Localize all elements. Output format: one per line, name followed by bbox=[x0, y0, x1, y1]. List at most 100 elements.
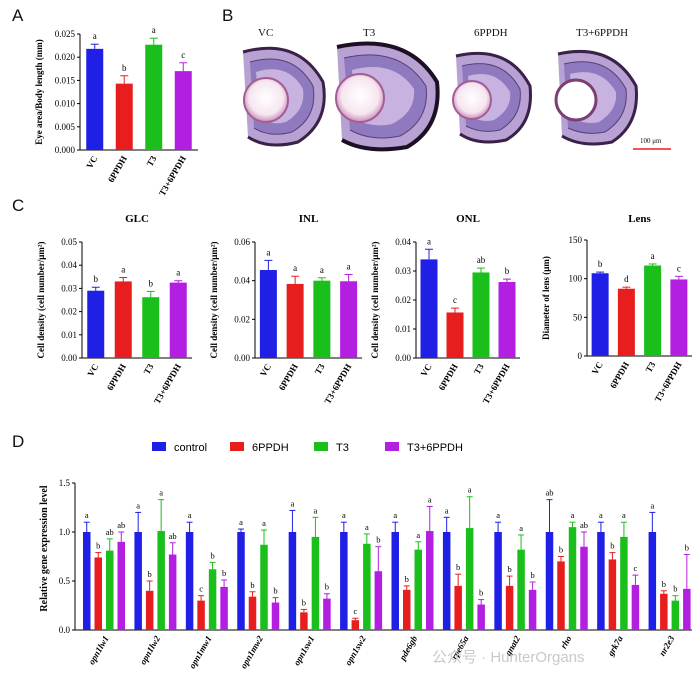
significance-letter: ab bbox=[580, 520, 588, 530]
y-tick-label: 0 bbox=[578, 351, 583, 361]
chart-title: GLC bbox=[125, 213, 149, 225]
bar bbox=[568, 527, 577, 630]
bar bbox=[363, 543, 371, 630]
y-tick-label: 0.03 bbox=[395, 266, 411, 276]
y-axis-label: Cell density (cell number/μm²) bbox=[209, 241, 219, 358]
significance-letter: b bbox=[325, 582, 329, 592]
bar bbox=[597, 532, 605, 630]
bar bbox=[442, 532, 451, 630]
significance-letter: ab bbox=[477, 255, 486, 265]
x-tick-label: T3 bbox=[313, 362, 327, 377]
bar bbox=[300, 612, 308, 630]
bar bbox=[174, 71, 192, 150]
x-tick-label: T3+6PPDH bbox=[481, 362, 512, 406]
chart-lens: 0 50 100 150 Diameter of lens (μm) Lens b VC d 6P… bbox=[541, 213, 692, 404]
x-tick-label: VC bbox=[590, 360, 605, 376]
x-tick-label: T3+6PPDH bbox=[157, 154, 188, 198]
bar bbox=[94, 557, 102, 630]
x-tick-label: opn1sw2 bbox=[343, 634, 368, 668]
legend-swatch bbox=[152, 442, 166, 451]
x-tick-label: opn1lw2 bbox=[138, 634, 163, 667]
x-tick-label: VC bbox=[84, 154, 99, 170]
bar bbox=[648, 532, 657, 630]
significance-letter: a bbox=[428, 495, 432, 505]
significance-letter: a bbox=[320, 265, 324, 275]
x-tick-label: 6PPDH bbox=[277, 362, 300, 392]
chart-title: Lens bbox=[628, 213, 651, 225]
significance-letter: b bbox=[598, 259, 603, 269]
bar bbox=[169, 282, 187, 358]
significance-letter: d bbox=[624, 274, 629, 284]
significance-letter: a bbox=[468, 485, 472, 495]
significance-letter: ab bbox=[545, 488, 553, 498]
bar bbox=[340, 281, 358, 358]
bar bbox=[472, 272, 490, 358]
bar bbox=[517, 549, 525, 630]
bar bbox=[403, 589, 411, 630]
y-tick-label: 0.04 bbox=[395, 237, 411, 247]
significance-letter: b bbox=[94, 274, 99, 284]
bar bbox=[498, 282, 516, 358]
x-tick-label: grk7a bbox=[605, 634, 625, 659]
significance-letter: b bbox=[210, 550, 214, 560]
panel-letter-a: A bbox=[12, 6, 24, 25]
y-tick-label: 0.04 bbox=[234, 276, 250, 286]
significance-letter: b bbox=[302, 597, 306, 607]
significance-letter: b bbox=[479, 588, 483, 598]
x-tick-label: T3+6PPDH bbox=[653, 360, 684, 404]
chart-d: 0.0 0.5 1.0 1.5 Relative gene expression lev… bbox=[39, 442, 692, 670]
bar bbox=[465, 528, 474, 630]
x-tick-label: T3 bbox=[142, 362, 156, 377]
legend-swatch bbox=[230, 442, 244, 451]
significance-letter: a bbox=[496, 510, 500, 520]
bar bbox=[494, 532, 502, 630]
bar bbox=[142, 297, 160, 358]
bar bbox=[617, 288, 635, 356]
micrograph-label-t3: T3 bbox=[363, 27, 376, 39]
bar bbox=[157, 531, 165, 630]
chart-a: 0.000 0.005 0.010 0.015 0.020 0.025 Eye area/B… bbox=[34, 25, 198, 198]
significance-letter: a bbox=[159, 488, 163, 498]
significance-letter: a bbox=[136, 500, 140, 510]
bar bbox=[271, 602, 280, 630]
y-tick-label: 100 bbox=[569, 274, 583, 284]
bar bbox=[660, 593, 668, 630]
y-tick-label: 0.03 bbox=[61, 283, 77, 293]
bar bbox=[259, 270, 277, 358]
x-tick-label: opn1sw1 bbox=[291, 634, 316, 667]
significance-letter: a bbox=[427, 236, 431, 246]
significance-letter: c bbox=[453, 295, 457, 305]
significance-letter: c bbox=[181, 50, 185, 60]
y-axis-label: Eye area/Body length (mm) bbox=[34, 39, 44, 145]
chart-inl: 0.00 0.02 0.04 0.06 Cell density (cell numbe… bbox=[209, 213, 362, 406]
legend-label: T3 bbox=[336, 442, 349, 454]
significance-letter: b bbox=[559, 545, 563, 555]
bar bbox=[115, 83, 133, 150]
y-tick-label: 1.0 bbox=[59, 527, 71, 537]
bar bbox=[197, 600, 205, 630]
significance-letter: b bbox=[376, 535, 380, 545]
y-axis-label: Cell density (cell number/μm²) bbox=[370, 241, 380, 358]
y-tick-label: 0.04 bbox=[61, 260, 77, 270]
significance-letter: c bbox=[634, 563, 638, 573]
x-tick-label: T3+6PPDH bbox=[152, 362, 183, 406]
bar bbox=[591, 273, 609, 356]
x-tick-label: T3 bbox=[643, 360, 657, 375]
bar bbox=[644, 265, 662, 356]
bar bbox=[671, 600, 680, 630]
bar bbox=[220, 586, 228, 630]
bar bbox=[446, 312, 464, 358]
significance-letter: b bbox=[148, 569, 152, 579]
micrograph-label-vc: VC bbox=[258, 27, 274, 39]
bar bbox=[351, 620, 360, 630]
significance-letter: a bbox=[347, 261, 351, 271]
bar bbox=[477, 604, 485, 630]
significance-letter: c bbox=[353, 606, 357, 616]
significance-letter: a bbox=[314, 505, 318, 515]
bar bbox=[83, 532, 91, 630]
y-tick-label: 0.025 bbox=[55, 29, 76, 39]
significance-letter: b bbox=[250, 580, 254, 590]
micrograph-label-6ppdh: 6PPDH bbox=[474, 27, 508, 39]
y-tick-label: 0.02 bbox=[234, 314, 250, 324]
significance-letter: a bbox=[262, 518, 266, 528]
